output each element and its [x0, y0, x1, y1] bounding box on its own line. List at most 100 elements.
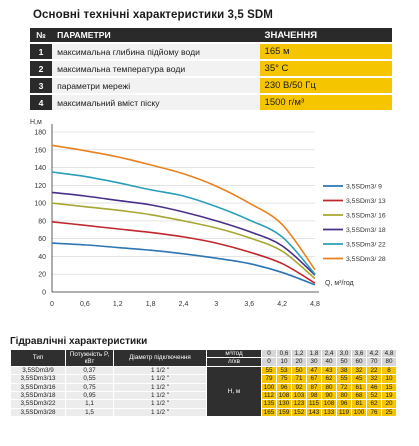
head-value-cell: 46: [367, 383, 381, 392]
head-value-cell: 68: [352, 392, 366, 400]
head-value-cell: 8: [382, 366, 396, 375]
spec-header-row: № ПАРАМЕТРИ ЗНАЧЕННЯ: [30, 26, 392, 43]
spec-row-value: 165 м: [259, 42, 392, 60]
flow-m3h-cell: 0: [262, 350, 276, 358]
head-value-cell: 90: [322, 392, 336, 400]
series-line: [51, 202, 316, 280]
pump-pipe-cell: 1 1/2 ": [114, 383, 206, 392]
flow-lmin-cell: 70: [367, 358, 381, 366]
y-tick-label: 100: [34, 201, 46, 208]
x-tick-label: 4,2: [277, 301, 287, 308]
legend-label: 3,5SDm3/ 13: [346, 198, 386, 205]
head-value-cell: 108: [322, 400, 336, 408]
table-row: 3,5SDm3/9 0,37 1 1/2 " Н, м 55 53 50 47 43 38 32 22…: [11, 366, 396, 417]
flow-m3h-cell: 1,8: [307, 350, 321, 358]
head-value-cell: 47: [307, 366, 321, 375]
flow-m3h-cell: 3,6: [352, 350, 366, 358]
head-value-cell: 87: [307, 383, 321, 392]
head-value-cell: 98: [307, 392, 321, 400]
head-value-cell: 159: [277, 408, 291, 417]
head-value-cell: 80: [322, 383, 336, 392]
head-value-cell: 80: [337, 392, 351, 400]
pump-type-cell: 3,5SDm3/18: [11, 392, 65, 400]
spec-header-parameter: ПАРАМЕТРИ: [52, 26, 260, 43]
flow-m3h-cell: 4,2: [367, 350, 381, 358]
head-value-cell: 123: [292, 400, 306, 408]
head-value-cell: 100: [262, 383, 276, 392]
head-value-cell: 96: [337, 400, 351, 408]
head-value-cell: 71: [292, 375, 306, 383]
pump-type-cell: 3,5SDm3/9: [11, 366, 65, 375]
x-tick-label: 2,4: [179, 301, 189, 308]
head-value-cell: 52: [367, 392, 381, 400]
legend-label: 3,5SDm3/ 9: [346, 184, 382, 191]
x-tick-label: 3: [214, 301, 218, 308]
y-tick-label: 20: [38, 272, 46, 279]
spec-row: 3 параметри мережі 230 В/50 Гц: [30, 76, 392, 94]
head-value-cell: 32: [367, 375, 381, 383]
legend-label: 3,5SDm3/ 22: [346, 242, 386, 249]
series-line: [51, 220, 316, 284]
spec-row-parameter: максимальний вміст піску: [52, 93, 260, 110]
pump-type-cell: 3,5SDm3/16: [11, 383, 65, 392]
head-value-cell: 103: [292, 392, 306, 400]
spec-table: № ПАРАМЕТРИ ЗНАЧЕННЯ 1 максимальна глиби…: [30, 26, 392, 110]
flow-m3h-cell: 1,2: [292, 350, 306, 358]
pump-power-cell: 0,37: [66, 366, 113, 375]
pump-type-cell: 3,5SDm3/28: [11, 408, 65, 417]
head-value-cell: 100: [352, 408, 366, 417]
x-axis-label: Q, м³/год: [325, 280, 354, 287]
y-tick-label: 0: [42, 290, 46, 297]
spec-row: 1 максимальна глибина підйому води 165 м: [30, 42, 392, 60]
y-tick-label: 160: [34, 147, 46, 154]
y-tick-label: 140: [34, 165, 46, 172]
hydraulic-title: Гідравлічні характеристики: [10, 336, 148, 347]
head-value-cell: 79: [262, 375, 276, 383]
spec-row: 4 максимальний вміст піску 1500 г/м³: [30, 93, 392, 110]
head-value-cell: 143: [307, 408, 321, 417]
flow-m3h-cell: 4,8: [382, 350, 396, 358]
y-tick-label: 40: [38, 254, 46, 261]
table-row: 3,5SDm3/22 1,1 1 1/2 " 135 130 123 115 108 96 81 6…: [11, 400, 396, 408]
x-tick-label: 1,2: [113, 301, 123, 308]
head-value-cell: 45: [352, 375, 366, 383]
table-row: 3,5SDm3/13 0,55 1 1/2 " 79 75 71 67 62 55 45 32 10: [11, 375, 396, 383]
series-line: [51, 191, 316, 276]
pump-pipe-cell: 1 1/2 ": [114, 400, 206, 408]
pump-power-cell: 0,55: [66, 375, 113, 383]
series-line: [51, 171, 316, 275]
col-power-header: Потужність P, кВт: [66, 350, 113, 366]
flow-lmin-cell: 80: [382, 358, 396, 366]
table-row: 3,5SDm3/16 0,75 1 1/2 " 100 96 92 87 80 72 61 46 15: [11, 383, 396, 392]
hydraulic-header-row: л/хв 0 10 20 30 40 50 60 70 80: [11, 358, 396, 366]
spec-row-parameter: максимальна глибина підйому води: [52, 42, 260, 60]
head-value-cell: 25: [382, 408, 396, 417]
x-tick-label: 0: [50, 301, 54, 308]
head-value-cell: 115: [307, 400, 321, 408]
x-tick-label: 1,8: [146, 301, 156, 308]
y-tick-label: 60: [38, 236, 46, 243]
y-tick-label: 120: [34, 183, 46, 190]
spec-header-number: №: [30, 26, 53, 43]
head-value-cell: 43: [322, 366, 336, 375]
col-pipe-header: Діаметр підключення: [114, 350, 206, 366]
y-tick-label: 80: [38, 218, 46, 225]
x-tick-label: 4,8: [310, 301, 320, 308]
head-value-cell: 61: [352, 383, 366, 392]
pump-pipe-cell: 1 1/2 ": [114, 375, 206, 383]
spec-row-number: 3: [30, 76, 53, 94]
head-value-cell: 108: [277, 392, 291, 400]
table-row: 3,5SDm3/28 1,5 1 1/2 " 165 159 152 143 133 119 10…: [11, 408, 396, 417]
flow-lmin-cell: 30: [307, 358, 321, 366]
flow-lmin-cell: 0: [262, 358, 276, 366]
flow-lmin-cell: 50: [337, 358, 351, 366]
series-line: [51, 144, 316, 271]
head-value-cell: 152: [292, 408, 306, 417]
flow-lmin-cell: 20: [292, 358, 306, 366]
y-axis-label: Н,м: [30, 119, 42, 126]
spec-header-value: ЗНАЧЕННЯ: [259, 26, 392, 43]
head-value-cell: 55: [337, 375, 351, 383]
flow-m3h-cell: 3,0: [337, 350, 351, 358]
spec-row: 2 максимальна температура води 35° С: [30, 59, 392, 77]
spec-row-number: 1: [30, 42, 53, 60]
